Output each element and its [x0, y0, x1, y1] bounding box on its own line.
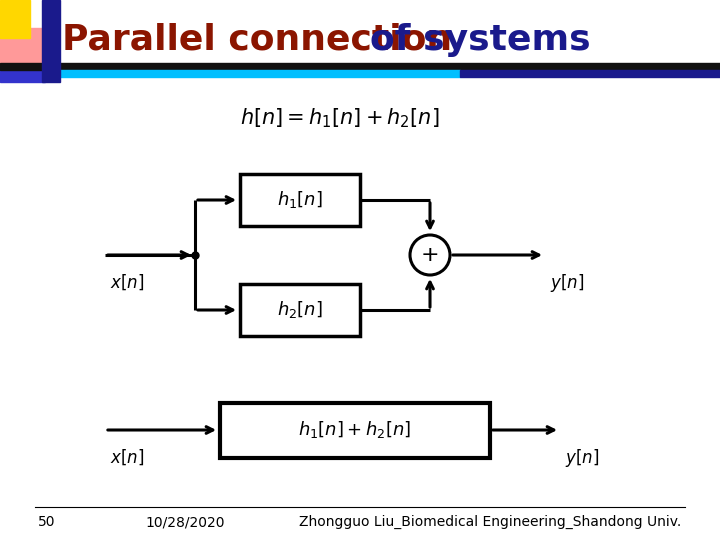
Text: Zhongguo Liu_Biomedical Engineering_Shandong Univ.: Zhongguo Liu_Biomedical Engineering_Shan…	[299, 515, 681, 529]
Text: $h[n]=h_1[n]+h_2[n]$: $h[n]=h_1[n]+h_2[n]$	[240, 106, 440, 130]
Bar	[220, 402, 490, 457]
Text: 10/28/2020: 10/28/2020	[145, 515, 225, 529]
Text: $x[n]$: $x[n]$	[110, 447, 145, 467]
Text: Parallel connection: Parallel connection	[62, 23, 464, 57]
Text: $h_2[n]$: $h_2[n]$	[277, 300, 323, 321]
Circle shape	[410, 235, 450, 275]
Text: 50: 50	[38, 515, 55, 529]
Bar	[0, 63, 720, 70]
Bar	[42, 0, 60, 82]
Text: +: +	[420, 245, 439, 265]
Text: $y[n]$: $y[n]$	[565, 447, 599, 469]
Bar	[0, 0, 30, 38]
Text: $h_1[n]$: $h_1[n]$	[277, 190, 323, 211]
Text: $h_1[n]+h_2[n]$: $h_1[n]+h_2[n]$	[298, 420, 412, 441]
Text: $x[n]$: $x[n]$	[110, 272, 145, 292]
Bar	[240, 284, 360, 336]
Bar	[460, 70, 720, 77]
Bar	[0, 52, 45, 82]
Text: $y[n]$: $y[n]$	[550, 272, 585, 294]
Bar	[240, 174, 360, 226]
Bar	[0, 28, 42, 66]
Bar	[60, 70, 460, 77]
Text: of systems: of systems	[370, 23, 590, 57]
